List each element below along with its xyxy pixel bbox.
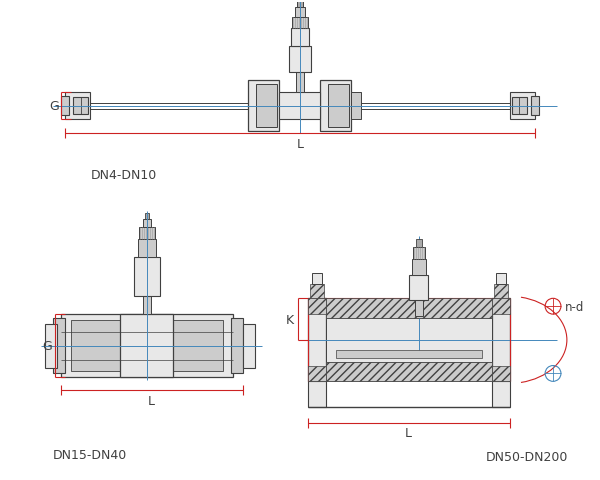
Bar [531, 96, 539, 116]
Bar [61, 96, 69, 116]
Bar [312, 273, 322, 285]
Bar [492, 299, 509, 382]
Bar [139, 228, 155, 240]
Bar [416, 240, 422, 247]
Bar [494, 285, 508, 299]
Bar [415, 300, 422, 316]
Bar [308, 366, 326, 382]
Bar [326, 299, 492, 318]
Text: G: G [42, 339, 52, 352]
Bar [143, 297, 151, 314]
Text: DN50-DN200: DN50-DN200 [486, 450, 568, 463]
Bar [328, 84, 349, 128]
Bar [326, 318, 492, 362]
Bar [71, 320, 223, 372]
Bar [242, 324, 254, 368]
Text: DN4-DN10: DN4-DN10 [91, 169, 157, 182]
Bar [145, 214, 149, 220]
Polygon shape [335, 350, 482, 358]
Bar [292, 18, 308, 29]
Bar [326, 362, 492, 382]
Text: n-d: n-d [565, 300, 584, 313]
Bar [492, 382, 509, 407]
Text: DN15-DN40: DN15-DN40 [53, 448, 127, 461]
Bar [291, 29, 309, 47]
Bar [310, 285, 324, 299]
Bar [492, 366, 509, 382]
Bar [352, 93, 361, 120]
Bar [65, 93, 91, 120]
Bar [138, 240, 155, 257]
Text: L: L [405, 426, 412, 439]
Bar [248, 81, 279, 132]
Text: L: L [296, 137, 304, 150]
Bar [295, 8, 305, 18]
Bar [61, 314, 233, 378]
Bar [512, 97, 527, 115]
Text: G: G [49, 100, 59, 113]
Bar [256, 84, 277, 128]
Bar [308, 299, 326, 382]
Bar [297, 2, 303, 8]
Bar [496, 273, 506, 285]
Text: K: K [286, 313, 294, 326]
Bar [120, 314, 173, 378]
Bar [134, 257, 160, 297]
Bar [45, 324, 57, 368]
Text: L: L [148, 394, 155, 407]
Bar [53, 318, 65, 373]
Bar [296, 73, 304, 93]
Bar [308, 299, 326, 314]
Bar [320, 81, 352, 132]
Bar [308, 382, 326, 407]
Bar [412, 259, 425, 275]
Bar [289, 47, 311, 73]
Bar [409, 275, 428, 300]
Bar [509, 93, 535, 120]
Bar [279, 93, 320, 120]
Bar [492, 299, 509, 314]
Bar [143, 220, 151, 228]
Bar [73, 97, 88, 115]
Bar [413, 247, 425, 259]
Bar [231, 318, 242, 373]
